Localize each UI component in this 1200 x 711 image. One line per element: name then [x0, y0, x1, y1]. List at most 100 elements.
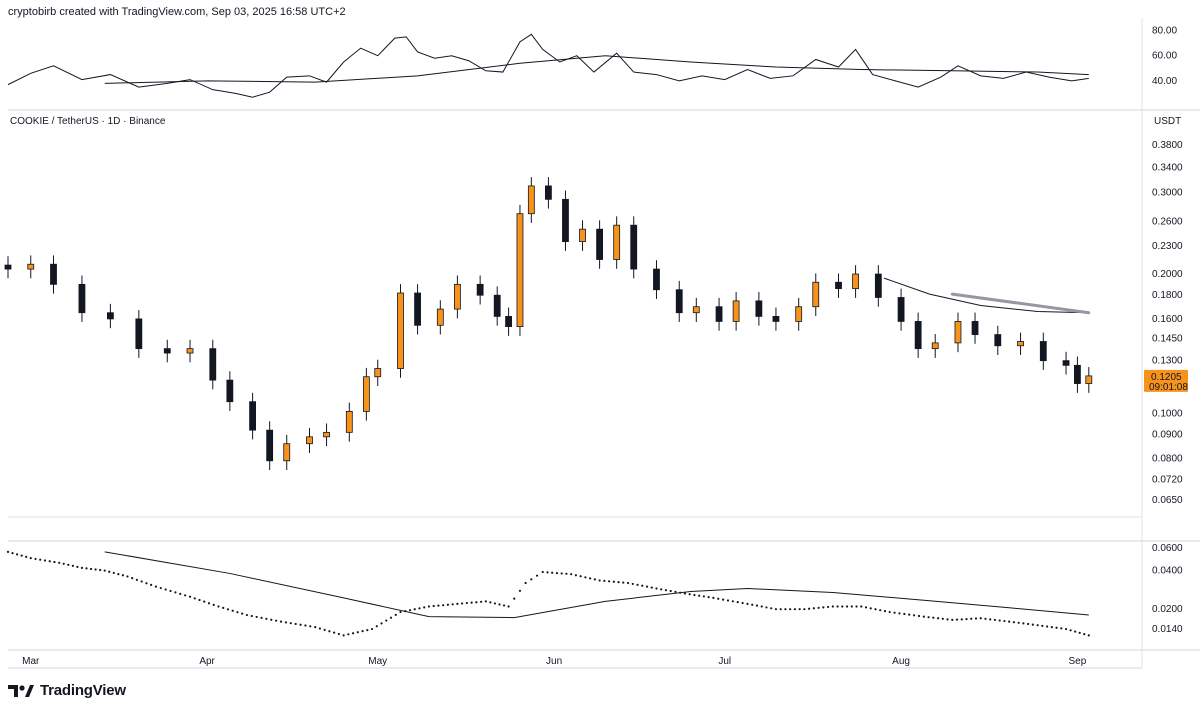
month-label: Sep	[1069, 656, 1087, 667]
indicator-dot	[893, 611, 896, 614]
indicator-dot	[394, 613, 397, 616]
indicator-dot	[789, 608, 792, 611]
indicator-dot	[741, 601, 744, 605]
candle-up	[306, 436, 313, 445]
indicator-dot	[574, 574, 577, 577]
indicator-dot	[524, 581, 527, 585]
indicator-dot	[836, 605, 839, 608]
candle-up	[27, 263, 35, 270]
time-axis: Mar Apr May Jun Jul Aug Sep	[22, 656, 1087, 667]
candle-down	[266, 429, 274, 462]
indicator-dot	[169, 589, 172, 593]
indicator-dot	[932, 616, 935, 619]
indicator-dot	[603, 579, 606, 582]
indicator-dot	[698, 594, 701, 597]
indicator-dot	[560, 572, 563, 575]
indicator-dot	[826, 605, 830, 609]
indicator-dot	[541, 570, 544, 574]
indicator-dot	[212, 603, 215, 606]
candle-down	[715, 306, 723, 322]
price-tick-label: 0.3000	[1152, 188, 1183, 199]
indicator-dot	[493, 602, 497, 605]
tradingview-brand[interactable]: TradingView	[8, 682, 126, 699]
brand-name: TradingView	[40, 682, 126, 699]
indicator-dot	[260, 616, 263, 619]
drawn-trendline	[950, 292, 1091, 315]
indicator-dot	[413, 608, 416, 611]
lower-tick-label: 0.0600	[1152, 543, 1183, 554]
candle-up	[436, 308, 444, 326]
indicator-dot	[222, 606, 225, 609]
indicator-dot	[39, 558, 42, 561]
indicator-dot	[76, 565, 79, 568]
indicator-dot	[58, 561, 61, 564]
indicator-dot	[993, 618, 997, 622]
indicator-dot	[203, 600, 206, 603]
indicator-dot	[126, 575, 129, 578]
indicator-dot	[131, 577, 134, 580]
indicator-dot	[812, 607, 815, 610]
indicator-dot	[479, 600, 483, 603]
price-tick-label: 0.0650	[1152, 495, 1183, 506]
indicator-dot	[946, 618, 949, 621]
currency-label[interactable]: USDT	[1154, 116, 1181, 127]
candle-down	[897, 297, 905, 322]
price-pane: 0.3800 0.3400 0.3000 0.2600 0.2300 0.2000 0.18…	[4, 140, 1188, 506]
indicator-dot	[385, 619, 388, 622]
indicator-dot	[530, 578, 533, 581]
candle-down	[163, 348, 171, 354]
indicator-dot	[442, 604, 445, 607]
indicator-dot	[655, 587, 658, 590]
indicator-dot	[751, 603, 754, 606]
indicator-dot	[375, 625, 378, 628]
candle-down	[545, 185, 552, 200]
indicator-dot	[1045, 625, 1049, 628]
indicator-dot	[912, 614, 916, 617]
indicator-dot	[589, 577, 592, 580]
indicator-dot	[29, 557, 32, 560]
indicator-dot	[979, 617, 982, 620]
indicator-dot	[108, 570, 111, 573]
candle-up	[931, 342, 939, 350]
candle-down	[209, 348, 217, 381]
indicator-dot	[535, 574, 539, 577]
indicator-dot	[67, 563, 70, 566]
indicator-dot	[755, 604, 759, 607]
candle-up	[362, 376, 370, 412]
indicator-dot	[245, 613, 249, 617]
indicator-dot	[518, 589, 522, 592]
indicator-dot	[712, 596, 715, 599]
indicator-dot	[20, 554, 23, 557]
indicator-dot	[342, 634, 345, 637]
indicator-dot	[1027, 622, 1030, 626]
indicator-dot	[418, 607, 421, 610]
indicator-dot	[1069, 629, 1072, 632]
indicator-dot	[598, 579, 601, 582]
candle-up	[732, 300, 740, 322]
indicator-dot	[207, 602, 211, 605]
indicator-dot	[898, 612, 901, 615]
indicator-dot	[275, 619, 278, 622]
candle-down	[630, 224, 638, 270]
indicator-dot	[145, 582, 148, 585]
candle-up	[812, 281, 820, 308]
candle-up	[579, 228, 586, 243]
candle-down	[476, 283, 484, 296]
price-tick-label: 0.1300	[1152, 356, 1183, 367]
indicator-dot	[179, 592, 182, 595]
indicator-dot	[347, 633, 350, 636]
indicator-dot	[456, 602, 459, 605]
indicator-dot	[908, 613, 911, 616]
candle-down	[835, 281, 842, 290]
candle-up	[283, 443, 291, 462]
indicator-dot	[484, 600, 487, 603]
indicator-dot	[323, 628, 326, 631]
indicator-dot	[860, 605, 863, 608]
indicator-dot	[62, 562, 65, 565]
price-tick-label: 0.3400	[1152, 162, 1183, 173]
indicator-dot	[736, 601, 739, 604]
indicator-dot	[570, 573, 573, 576]
indicator-dot	[841, 605, 844, 608]
indicator-dot	[674, 590, 677, 593]
